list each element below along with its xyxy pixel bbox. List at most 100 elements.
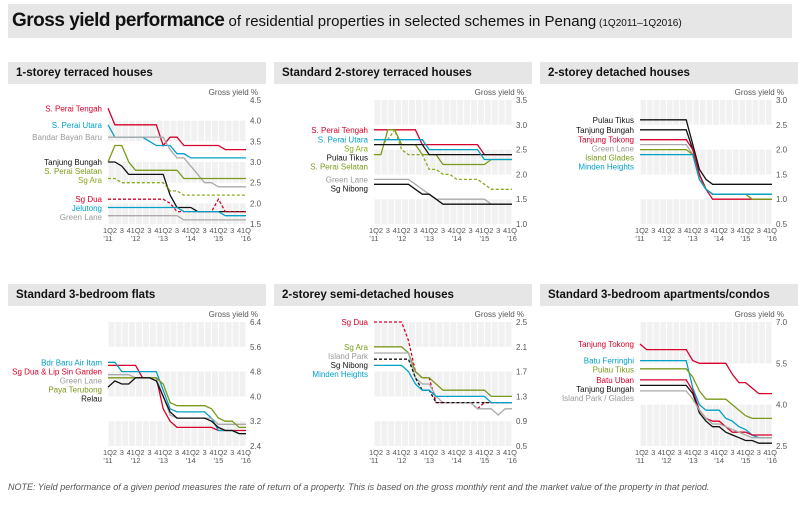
x-tick-year: '16: [241, 456, 251, 465]
series-label: Paya Terubong: [48, 385, 102, 394]
x-tick-label: 2: [379, 448, 383, 457]
series-line: [108, 177, 246, 196]
x-tick-label: 3: [441, 226, 445, 235]
y-tick-label: 3.0: [776, 96, 788, 105]
series-line: [374, 358, 512, 404]
x-tick-year: '13: [424, 234, 434, 243]
series-label: Pulau Tikus: [593, 366, 634, 375]
x-tick-label: 3: [120, 448, 124, 457]
chart-panel-4: 2-storey semi-detached houses Gross yiel…: [274, 284, 532, 512]
x-tick-label: 1Q: [369, 226, 379, 235]
x-tick-label: 3: [704, 448, 708, 457]
chart-title-0: 1-storey terraced houses: [8, 62, 266, 84]
y-tick-label: 4.0: [250, 392, 262, 401]
x-tick-label: 2: [645, 448, 649, 457]
x-tick-label: 1Q: [688, 226, 698, 235]
series-line: [108, 215, 246, 221]
y-tick-label: 4.0: [250, 117, 262, 126]
x-tick-label: 2: [671, 448, 675, 457]
series-label: Green Lane: [60, 213, 103, 222]
x-tick-label: 2: [697, 226, 701, 235]
x-tick-label: 1Q: [767, 226, 777, 235]
series-line: [374, 128, 512, 190]
series-label: Sg Nibong: [331, 361, 368, 370]
x-tick-label: 3: [386, 226, 390, 235]
series-line: [374, 346, 512, 398]
series-line: [374, 139, 512, 161]
series-label: Sg Ara: [344, 343, 369, 352]
x-tick-year: '14: [714, 234, 724, 243]
chart-panel-1: Standard 2-storey terraced houses Gross …: [274, 62, 532, 290]
x-tick-year: '14: [452, 234, 462, 243]
x-tick-year: '11: [103, 456, 112, 465]
series-line: [374, 178, 512, 205]
x-tick-label: 3: [704, 226, 708, 235]
series-line: [108, 136, 246, 188]
chart-svg-4: Gross yield %0.50.91.31.72.12.51Q'112 3 4 1…: [312, 310, 527, 465]
x-tick-label: 4: [475, 226, 479, 235]
series-label: Sg Ara: [78, 176, 103, 185]
series-label: Green Lane: [326, 175, 369, 184]
x-tick-label: 4: [684, 448, 688, 457]
chart-panel-2: 2-storey detached houses Gross yield % 0.…: [540, 62, 798, 290]
series-label: Minden Heights: [578, 163, 634, 172]
x-tick-year: '11: [103, 234, 112, 243]
x-tick-label: 4: [154, 448, 158, 457]
chart-panel-3: Standard 3-bedroom flats Gross yield % 2.…: [8, 284, 266, 512]
y-tick-label: 4.8: [250, 368, 262, 377]
x-tick-label: 2: [645, 226, 649, 235]
x-tick-label: 1Q: [507, 448, 517, 457]
x-tick-label: 2: [140, 448, 144, 457]
x-tick-label: 3: [730, 226, 734, 235]
x-tick-label: 3: [651, 448, 655, 457]
x-tick-label: 2: [724, 226, 728, 235]
x-tick-label: 3: [120, 226, 124, 235]
series-label: S. Perai Utara: [318, 136, 369, 145]
x-tick-label: 4: [420, 226, 424, 235]
x-tick-label: 4: [658, 226, 662, 235]
series-line: [374, 129, 512, 166]
x-tick-label: 1Q: [661, 448, 671, 457]
x-tick-label: 2: [140, 226, 144, 235]
x-tick-label: 4: [711, 448, 715, 457]
x-tick-label: 3: [413, 448, 417, 457]
y-axis-label: Gross yield %: [735, 88, 784, 97]
y-tick-label: 0.5: [776, 220, 788, 229]
x-tick-label: 1Q: [186, 448, 196, 457]
x-tick-label: 3: [147, 226, 151, 235]
x-tick-year: '12: [662, 234, 672, 243]
series-line: [107, 144, 246, 180]
x-tick-year: '11: [635, 234, 644, 243]
x-tick-label: 4: [448, 226, 452, 235]
series-label: S. Perai Utara: [52, 121, 103, 130]
series-label: Bdr Baru Air Itam: [41, 358, 102, 367]
x-tick-label: 1Q: [158, 226, 168, 235]
x-tick-label: 1Q: [424, 226, 434, 235]
x-tick-label: 4: [127, 226, 131, 235]
x-tick-label: 4: [182, 448, 186, 457]
x-tick-year: '12: [397, 234, 407, 243]
x-tick-label: 4: [420, 448, 424, 457]
footnote: NOTE: Yield performance of a given perio…: [8, 482, 710, 492]
x-tick-label: 4: [448, 448, 452, 457]
x-tick-year: '11: [635, 456, 644, 465]
x-tick-year: '15: [214, 456, 224, 465]
x-tick-label: 4: [154, 226, 158, 235]
chart-svg-5: Gross yield %2.54.05.57.01Q'112 3 4 1Q'122 3…: [562, 310, 788, 465]
series-label: S. Perai Tengah: [311, 126, 368, 135]
series-label: Island Glades: [585, 154, 634, 163]
x-tick-label: 2: [223, 226, 227, 235]
title-period: (1Q2011–1Q2016): [596, 18, 682, 29]
y-tick-label: 2.5: [776, 442, 788, 451]
y-tick-label: 1.0: [776, 195, 788, 204]
x-tick-label: 3: [203, 448, 207, 457]
chart-title-1: Standard 2-storey terraced houses: [274, 62, 532, 84]
y-tick-label: 1.0: [516, 220, 528, 229]
series-line: [374, 364, 512, 404]
series-label: Green Lane: [60, 376, 103, 385]
chart-panel-5: Standard 3-bedroom apartments/condos Gro…: [540, 284, 798, 512]
series-line: [640, 119, 772, 185]
x-tick-label: 1Q: [131, 448, 141, 457]
x-tick-label: 3: [496, 226, 500, 235]
x-tick-label: 4: [684, 226, 688, 235]
